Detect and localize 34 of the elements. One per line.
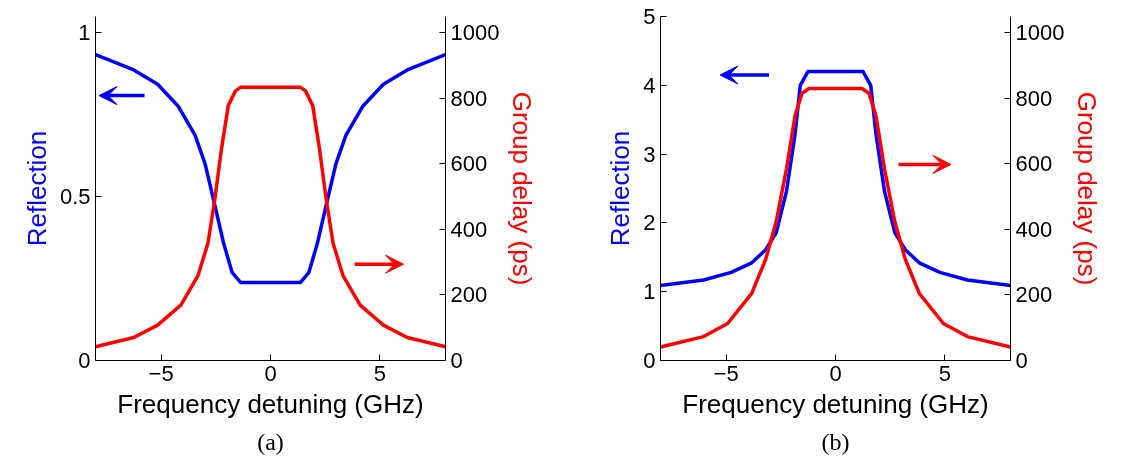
y-tick-label: 1 [643, 279, 656, 305]
y2-tick-label: 600 [450, 151, 488, 177]
y2-axis-title: Group delay (ps) [507, 91, 538, 286]
line-series [95, 52, 446, 285]
x-tick-label: 5 [373, 360, 387, 386]
x-tick-label: 0 [264, 360, 277, 386]
x-tick-label: 5 [938, 360, 952, 386]
y2-tick-label: 600 [1015, 151, 1053, 177]
y-tick-label: 4 [643, 72, 656, 98]
x-tick-label: −5 [148, 360, 174, 386]
text: (a) [257, 428, 284, 455]
x-tick-label: −5 [713, 360, 739, 386]
line-series [95, 85, 446, 349]
y2-tick-label: 200 [450, 282, 488, 308]
y-tick-label: 2 [643, 210, 656, 236]
y2-tick-label: 800 [450, 85, 488, 111]
x-axis-title: Frequency detuning (GHz) [117, 388, 424, 419]
y-axis-title: Reflection [605, 130, 636, 247]
y2-tick-label: 800 [1015, 85, 1053, 111]
y-axis-title: Reflection [21, 130, 52, 247]
y-tick-label: 1 [78, 20, 91, 46]
y2-axis-title: Group delay (ps) [1072, 91, 1103, 286]
y-tick-label: 0.5 [59, 184, 91, 210]
y-tick-label: 5 [643, 4, 656, 29]
x-axis-title: Frequency detuning (GHz) [682, 388, 989, 419]
line-series [660, 86, 1011, 349]
y2-tick-label: 400 [450, 216, 488, 242]
y2-tick-label: 1000 [1015, 20, 1065, 46]
x-tick-label: 0 [829, 360, 842, 386]
y2-tick-label: 1000 [450, 20, 500, 46]
y2-tick-label: 200 [1015, 282, 1053, 308]
y-tick-label: 3 [643, 141, 656, 167]
text: (b) [821, 428, 850, 455]
y2-tick-label: 400 [1015, 216, 1053, 242]
